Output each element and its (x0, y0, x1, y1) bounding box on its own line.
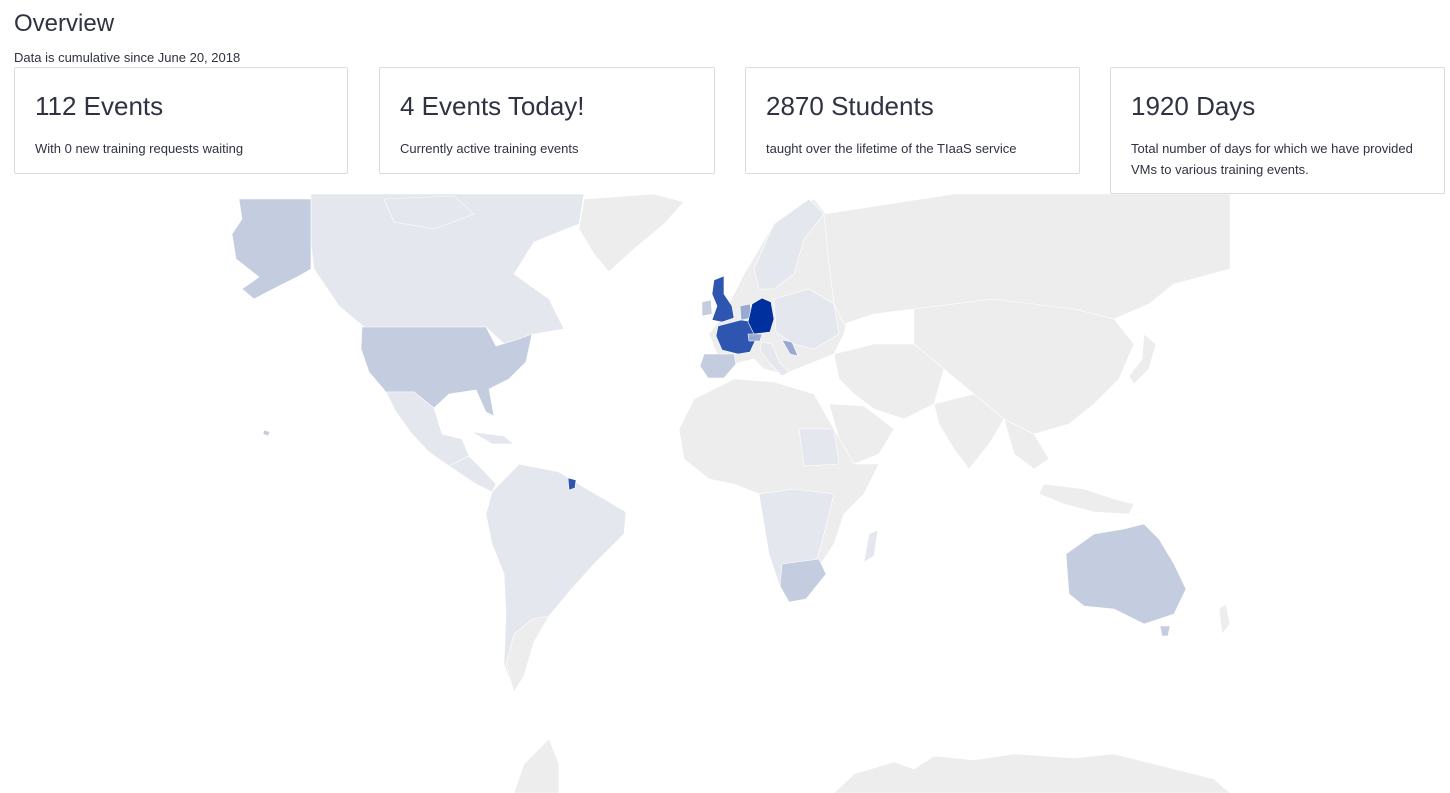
events-total-card: 112 Events With 0 new training requests … (14, 67, 348, 174)
region-eastern-europe[interactable] (773, 288, 840, 350)
region-united-kingdom[interactable] (711, 275, 735, 323)
world-map (214, 194, 1230, 793)
events-today-card: 4 Events Today! Currently active trainin… (379, 67, 715, 174)
region-japan[interactable] (1128, 333, 1157, 385)
students-title: 2870 Students (766, 91, 934, 121)
events-today-title: 4 Events Today! (400, 91, 585, 121)
page-title: Overview (14, 10, 115, 37)
region-india[interactable] (933, 393, 1005, 470)
region-balkans[interactable] (781, 339, 799, 357)
region-greenland[interactable] (578, 194, 685, 273)
region-iberia[interactable] (699, 353, 737, 379)
region-southern-cone[interactable] (505, 615, 550, 693)
region-arctic-islands[interactable] (383, 195, 475, 230)
region-new-zealand[interactable] (1218, 603, 1230, 635)
region-central-asia[interactable] (833, 343, 945, 420)
region-alaska[interactable] (231, 198, 312, 300)
region-sudan[interactable] (798, 428, 840, 467)
students-text: taught over the lifetime of the TIaaS se… (766, 141, 1017, 156)
region-france[interactable] (715, 319, 757, 355)
days-title: 1920 Days (1131, 91, 1256, 121)
region-scandinavia[interactable] (753, 198, 825, 290)
students-card: 2870 Students taught over the lifetime o… (745, 67, 1080, 174)
region-ireland[interactable] (701, 299, 713, 317)
region-east-asia[interactable] (913, 298, 1135, 435)
region-italy[interactable] (759, 341, 790, 377)
events-today-text: Currently active training events (400, 141, 579, 156)
region-germany[interactable] (747, 297, 775, 335)
region-french-guiana[interactable] (567, 477, 577, 491)
region-antarctica[interactable] (513, 738, 1230, 793)
region-southeast-asia[interactable] (1003, 418, 1050, 470)
region-indonesia[interactable] (1038, 483, 1135, 515)
days-card: 1920 Days Total number of days for which… (1110, 67, 1445, 194)
region-australia[interactable] (1065, 523, 1187, 625)
events-total-text: With 0 new training requests waiting (35, 141, 244, 156)
region-switzerland[interactable] (747, 333, 763, 342)
region-central-america[interactable] (448, 455, 497, 493)
world-map-svg (231, 194, 1230, 793)
days-text: Total number of days for which we have p… (1131, 141, 1413, 177)
data-since-note: Data is cumulative since June 20, 2018 (14, 50, 241, 65)
region-madagascar[interactable] (863, 529, 879, 563)
region-united-states[interactable] (360, 326, 533, 417)
region-south-america[interactable] (485, 463, 627, 693)
region-cuba[interactable] (471, 431, 515, 445)
region-south-africa[interactable] (779, 558, 827, 603)
region-tasmania[interactable] (1159, 625, 1171, 637)
events-total-title: 112 Events (35, 91, 164, 121)
region-hawaii[interactable] (262, 429, 271, 437)
region-mexico[interactable] (385, 391, 470, 467)
